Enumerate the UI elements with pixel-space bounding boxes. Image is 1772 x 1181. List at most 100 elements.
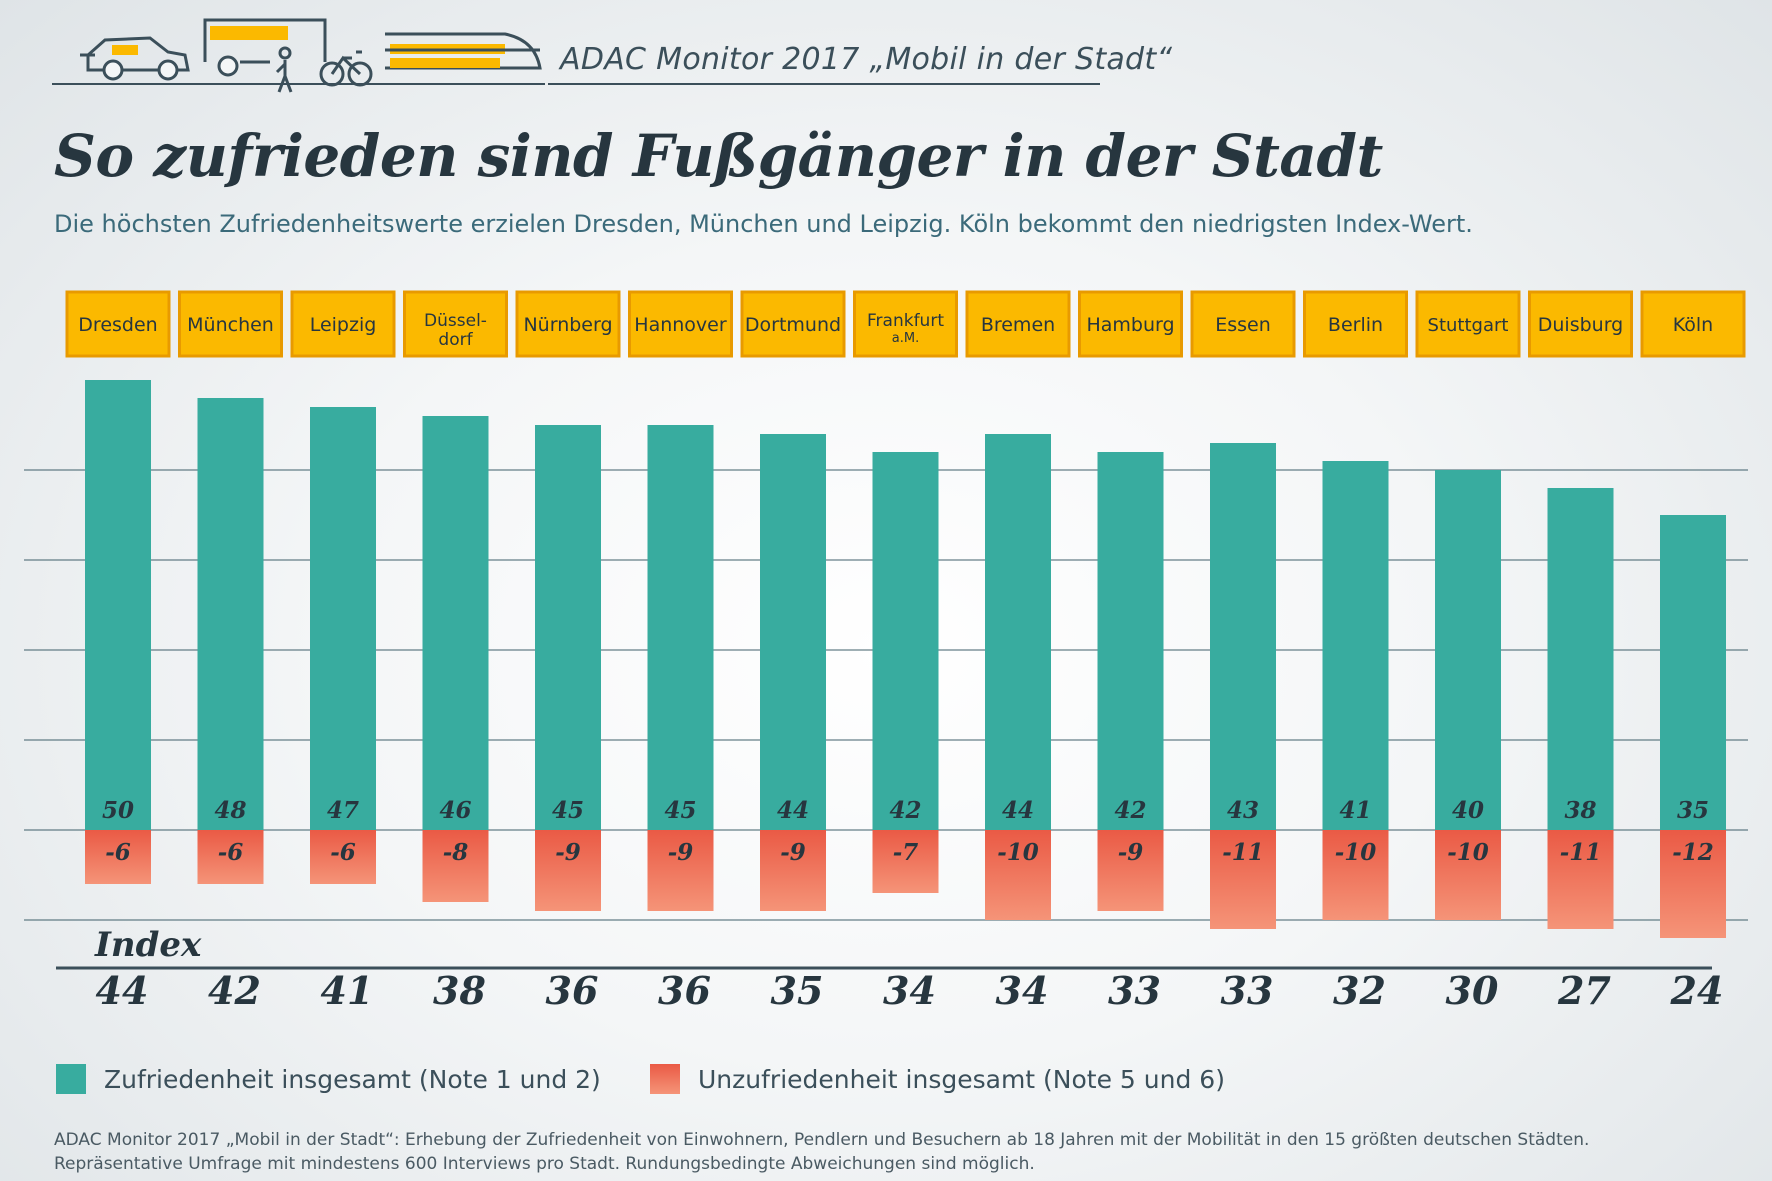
value-label-positive: 43	[1227, 797, 1259, 824]
category-label: München	[187, 314, 274, 336]
value-label-positive: 45	[552, 797, 584, 824]
value-labels: 50 -6 48 -6 47 -6 46 -8 45 -9 45 -9 44 -9 42 -7 44 -10 42 -…	[102, 797, 1714, 866]
value-label-negative: -9	[555, 839, 581, 866]
bar-negative	[1547, 830, 1614, 929]
transport-icons	[52, 18, 1100, 93]
footnote: ADAC Monitor 2017 „Mobil in der Stadt“: …	[54, 1128, 1714, 1176]
footnote-line: Repräsentative Umfrage mit mindestens 60…	[54, 1154, 1035, 1174]
value-label-positive: 48	[214, 797, 246, 824]
value-label-positive: 40	[1452, 797, 1484, 824]
category-label: dorf	[438, 330, 473, 350]
value-label-positive: 50	[102, 797, 134, 824]
legend-item-negative: Unzufriedenheit insgesamt (Note 5 und 6)	[650, 1064, 1225, 1094]
category-label-box	[178, 290, 283, 358]
bar-positive	[1660, 515, 1726, 830]
value-label-negative: -10	[1447, 839, 1489, 866]
bar-positive	[872, 452, 939, 830]
category-labels: Dresden München Leipzig Düssel-dorf Nürnberg…	[65, 290, 1746, 358]
index-value: 35	[771, 968, 824, 1013]
bars	[85, 380, 1726, 938]
value-label-positive: 44	[777, 797, 809, 824]
index-title: Index	[94, 925, 202, 965]
category-label-box	[1640, 290, 1746, 358]
header-title: ADAC Monitor 2017 „Mobil in der Stadt“	[560, 42, 1173, 77]
value-label-negative: -8	[443, 839, 469, 866]
value-label-positive: 47	[327, 797, 359, 824]
bar-negative	[1210, 830, 1276, 929]
bar-positive	[422, 416, 489, 830]
bar-positive	[647, 425, 714, 830]
value-label-negative: -12	[1672, 839, 1714, 866]
category-label-box	[403, 290, 508, 358]
bar-negative	[1660, 830, 1726, 938]
index-value: 33	[1108, 968, 1161, 1013]
value-label-negative: -7	[893, 839, 919, 866]
index-value: 33	[1221, 968, 1274, 1013]
category-label: Köln	[1673, 314, 1713, 336]
bar-negative	[310, 830, 376, 884]
category-label: Berlin	[1328, 314, 1383, 336]
bar-positive	[1322, 461, 1389, 830]
index-value: 41	[321, 968, 374, 1013]
bar-negative	[1097, 830, 1164, 911]
category-label: Leipzig	[310, 314, 377, 336]
bar-positive	[1210, 443, 1276, 830]
category-label-box	[1190, 290, 1296, 358]
index-value: 42	[208, 968, 261, 1013]
footnote-line: ADAC Monitor 2017 „Mobil in der Stadt“: …	[54, 1130, 1590, 1150]
bar-negative	[422, 830, 489, 902]
value-label-positive: 45	[664, 797, 696, 824]
category-label: Duisburg	[1538, 314, 1624, 336]
category-label-box	[515, 290, 621, 358]
index-value: 36	[658, 968, 711, 1013]
legend-label-positive: Zufriedenheit insgesamt (Note 1 und 2)	[104, 1064, 601, 1094]
value-label-negative: -6	[330, 839, 356, 866]
category-label: Hannover	[634, 314, 727, 336]
value-label-negative: -9	[1118, 839, 1144, 866]
value-label-negative: -10	[997, 839, 1039, 866]
category-label: Essen	[1215, 314, 1271, 336]
category-label-box	[1303, 290, 1408, 358]
bar-positive	[535, 425, 601, 830]
index-value: 32	[1333, 968, 1386, 1013]
bar-positive	[85, 380, 151, 830]
value-label-negative: -9	[780, 839, 806, 866]
bar-negative	[1322, 830, 1389, 920]
category-label-box	[65, 290, 171, 358]
bar-positive	[1097, 452, 1164, 830]
legend-label-negative: Unzufriedenheit insgesamt (Note 5 und 6)	[698, 1064, 1225, 1094]
index-value: 30	[1446, 968, 1499, 1013]
category-label: Dresden	[78, 314, 157, 336]
category-label: a.M.	[892, 331, 919, 346]
category-label-box	[1528, 290, 1633, 358]
value-label-positive: 41	[1339, 797, 1371, 824]
value-label-positive: 42	[889, 797, 921, 824]
bar-positive	[1547, 488, 1614, 830]
index-value: 27	[1557, 968, 1611, 1013]
header: ADAC Monitor 2017 „Mobil in der Stadt“	[0, 0, 1772, 100]
category-label-box	[1415, 290, 1521, 358]
value-label-positive: 38	[1564, 797, 1596, 824]
value-label-negative: -6	[218, 839, 244, 866]
bar-negative	[1435, 830, 1501, 920]
category-label-box	[965, 290, 1071, 358]
index-value: 34	[996, 968, 1049, 1013]
value-label-positive: 46	[439, 797, 471, 824]
value-label-positive: 44	[1002, 797, 1034, 824]
value-label-positive: 35	[1677, 797, 1709, 824]
category-label-box	[853, 290, 958, 358]
value-label-negative: -10	[1335, 839, 1377, 866]
value-label-negative: -11	[1560, 839, 1602, 866]
category-label-box	[290, 290, 396, 358]
category-label: Stuttgart	[1428, 315, 1509, 336]
category-label-box	[628, 290, 733, 358]
bar-negative	[535, 830, 601, 911]
category-label-box	[1078, 290, 1183, 358]
index-value: 24	[1670, 968, 1724, 1013]
value-label-negative: -9	[668, 839, 694, 866]
bar-negative	[760, 830, 826, 911]
category-label: Bremen	[981, 314, 1055, 336]
bar-negative	[197, 830, 264, 884]
index-value: 36	[546, 968, 599, 1013]
